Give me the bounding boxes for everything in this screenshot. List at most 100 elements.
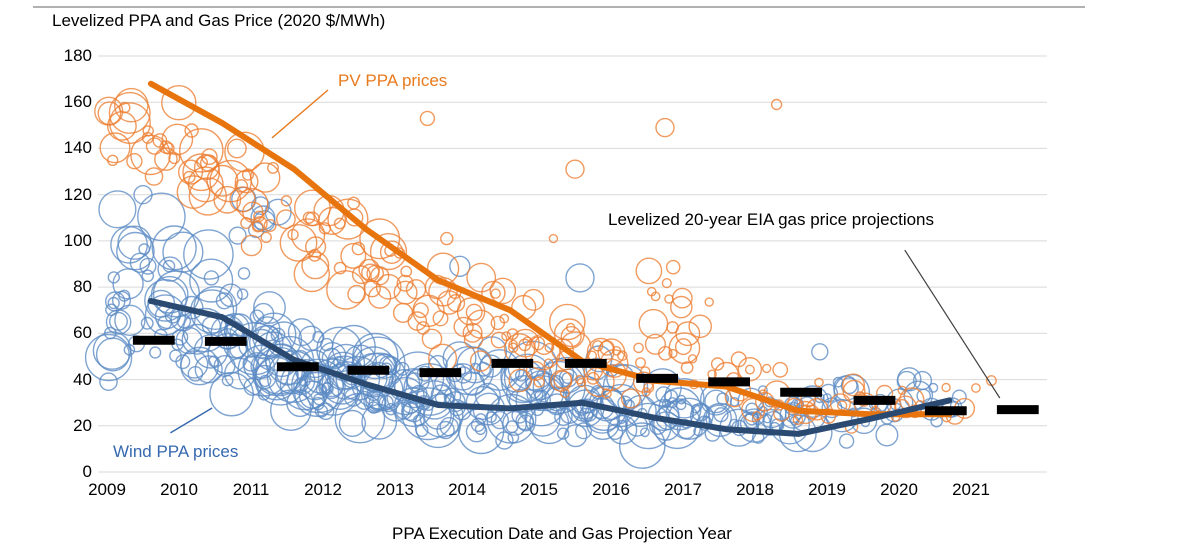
pv-bubble: [226, 138, 247, 159]
x-tick-label-2012: 2012: [304, 480, 342, 499]
pv-bubble: [597, 338, 626, 367]
wind-bubble: [150, 275, 189, 314]
pv-bubble: [688, 314, 713, 339]
pv-bubble: [114, 87, 149, 123]
wind-label-leader: [170, 407, 213, 434]
pv-bubble: [347, 284, 366, 304]
pv-bubble: [560, 326, 582, 348]
pv-bubble: [152, 133, 168, 148]
pv-bubble: [178, 128, 224, 173]
wind-bubble: [655, 386, 673, 403]
pv-bubble-outlier: [655, 117, 675, 138]
pv-bubble: [106, 154, 119, 167]
wind-bubble: [243, 377, 262, 396]
pv-bubble: [506, 328, 519, 340]
pv-bubble: [644, 333, 666, 355]
wind-bubble: [485, 411, 497, 423]
wind-bubble: [951, 389, 967, 405]
x-tick-label-2020: 2020: [880, 480, 918, 499]
wind-bubble: [616, 414, 627, 425]
wind-bubble: [107, 296, 120, 310]
pv-bubble: [462, 322, 483, 343]
wind-bubble: [606, 423, 624, 440]
pv-bubble: [646, 286, 657, 297]
wind-bubble-outlier: [565, 263, 595, 293]
pv-bubble: [260, 231, 272, 244]
wind-bubble: [209, 371, 254, 417]
wind-bubble: [625, 402, 672, 450]
pv-bubble: [130, 134, 171, 176]
pv-bubble: [576, 377, 587, 388]
y-tick-label-20: 20: [73, 416, 92, 435]
pv-bubble: [704, 297, 714, 307]
wind-bubble: [139, 257, 157, 275]
pv-bubble: [240, 234, 263, 257]
pv-bubble: [351, 241, 366, 256]
wind-bubble: [298, 325, 324, 351]
wind-bubble: [465, 420, 488, 443]
pv-bubble-outlier: [548, 233, 559, 244]
wind-bubble: [393, 387, 434, 428]
wind-bubble-outlier: [133, 184, 153, 205]
pv-bubble: [287, 228, 299, 241]
pv-bubble: [671, 287, 693, 309]
pv-bubble: [792, 414, 804, 426]
wind-bubble: [270, 327, 286, 343]
wind-bubble: [207, 332, 249, 375]
wind-bubble: [716, 392, 730, 406]
pv-bubble: [340, 242, 367, 269]
wind-bubble: [338, 409, 366, 437]
pv-bubble-outlier: [419, 110, 436, 127]
wind-bubble: [95, 337, 130, 372]
pv-bubble: [530, 336, 546, 351]
wind-bubble: [436, 420, 455, 440]
wind-bubble: [105, 303, 118, 317]
pv-bubble: [842, 373, 866, 397]
pv-bubble: [229, 186, 256, 213]
wind-bubble: [838, 433, 855, 449]
x-tick-label-2015: 2015: [520, 480, 558, 499]
pv-bubble-outlier: [565, 159, 585, 179]
pv-bubble: [126, 152, 143, 170]
wind-bubble: [474, 423, 487, 435]
pv-bubble: [680, 361, 694, 374]
pv-bubble: [428, 276, 458, 307]
pv-bubble: [327, 198, 369, 240]
wind-bubble: [99, 372, 118, 392]
wind-bubble: [524, 400, 561, 437]
wind-bubble: [769, 403, 811, 445]
wind-bubble: [218, 283, 243, 308]
pv-bubble: [490, 288, 501, 299]
pv-bubble-outlier: [440, 231, 454, 246]
pv-bubble: [275, 209, 296, 230]
wind-bubble: [149, 346, 162, 359]
gas-label-leader: [904, 249, 1001, 399]
pv-bubble: [664, 294, 674, 304]
wind-bubble: [762, 413, 773, 424]
pv-bubble: [182, 153, 221, 192]
pv-bubble: [154, 147, 178, 171]
wind-bubble: [757, 385, 768, 396]
wind-bubble: [157, 256, 183, 282]
pv-bubble: [744, 364, 755, 375]
pv-label-leader: [271, 89, 329, 139]
pv-bubble: [814, 377, 824, 388]
wind-bubble: [237, 267, 251, 280]
x-tick-label-2009: 2009: [88, 480, 126, 499]
pv-bubble: [635, 357, 647, 369]
pv-bubble: [206, 164, 239, 197]
wind-bubble: [525, 370, 556, 401]
pv-bubble: [393, 280, 418, 305]
pv-bubble: [144, 167, 164, 186]
pv-bubble: [333, 261, 347, 275]
wind-bubble: [368, 394, 386, 412]
pv-bubble: [687, 354, 698, 364]
wind-bubble: [116, 231, 155, 271]
wind-bubble: [249, 309, 265, 325]
wind-bubble: [92, 331, 132, 370]
x-tick-label-2017: 2017: [664, 480, 702, 499]
wind-bubble: [508, 388, 533, 413]
x-axis-title: PPA Execution Date and Gas Projection Ye…: [392, 524, 732, 543]
